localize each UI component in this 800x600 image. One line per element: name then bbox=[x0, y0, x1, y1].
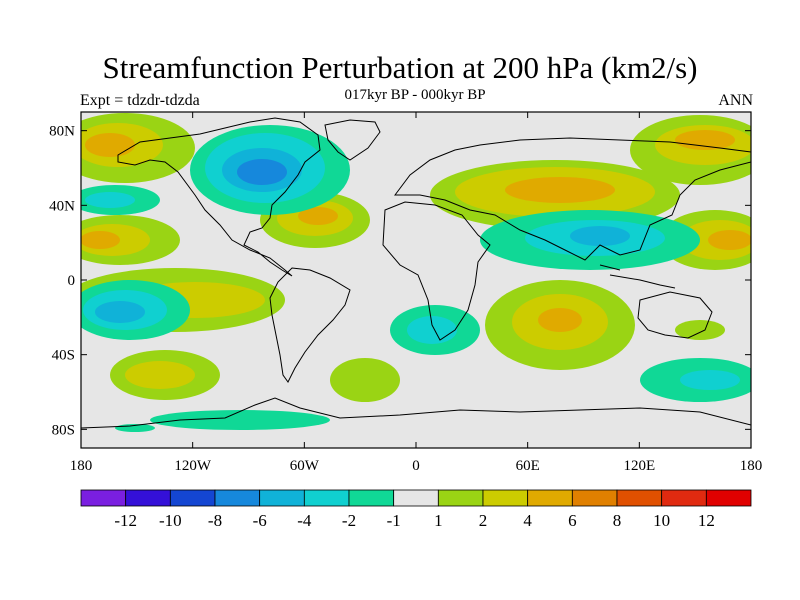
negative-anomaly-south-pacific bbox=[81, 280, 190, 340]
lat-tick-label: 40N bbox=[49, 198, 75, 214]
colorbar-label: 12 bbox=[698, 511, 715, 530]
lat-tick-label: 40S bbox=[52, 348, 75, 364]
lon-tick-label: 180 bbox=[740, 458, 763, 474]
plot-subtitle: 017kyr BP - 000kyr BP bbox=[344, 87, 486, 103]
colorbar-label: -12 bbox=[114, 511, 137, 530]
colorbar-swatch bbox=[303, 489, 350, 507]
negative-anomaly-southern-ocean bbox=[115, 358, 751, 432]
colorbar-label: -10 bbox=[159, 511, 182, 530]
positive-anomaly-arctic-atlantic bbox=[81, 113, 195, 183]
lat-tick-label: 80N bbox=[49, 124, 75, 140]
colorbar-swatch bbox=[169, 489, 216, 507]
colorbar-label: 6 bbox=[568, 511, 577, 530]
colorbar-swatch bbox=[214, 489, 261, 507]
lat-tick-label: 80S bbox=[52, 422, 75, 438]
colorbar-label: 8 bbox=[613, 511, 622, 530]
experiment-label: Expt = tdzdr-tdzda bbox=[80, 92, 200, 109]
coastline-south-america bbox=[269, 267, 351, 383]
lon-tick-label: 120W bbox=[174, 458, 212, 474]
colorbar-label: -6 bbox=[253, 511, 267, 530]
colorbar-swatch bbox=[482, 489, 529, 507]
colorbar-label: 10 bbox=[653, 511, 670, 530]
lon-tick-label: 120E bbox=[623, 458, 655, 474]
colorbar-swatch bbox=[616, 489, 663, 507]
colorbar: -12 -10 -8 -6 -4 -2 -1 1 2 4 6 8 10 12 bbox=[80, 489, 752, 530]
positive-anomaly-north-pacific bbox=[630, 115, 751, 185]
lon-tick-label: 0 bbox=[412, 458, 420, 474]
colorbar-swatch bbox=[437, 489, 484, 507]
colorbar-label: -1 bbox=[387, 511, 401, 530]
plot-title: Streamfunction Perturbation at 200 hPa (… bbox=[102, 50, 698, 85]
positive-anomaly-east-pacific bbox=[81, 215, 180, 265]
coastline-eurasia bbox=[394, 137, 751, 261]
colorbar-swatch bbox=[125, 489, 171, 507]
lon-tick-label: 60E bbox=[516, 458, 540, 474]
colorbar-swatch bbox=[348, 489, 395, 507]
negative-anomaly-north-america bbox=[190, 125, 350, 215]
coastlines bbox=[81, 117, 751, 429]
positive-anomaly-south-indian-ocean bbox=[485, 280, 635, 370]
colorbar-swatch bbox=[527, 489, 573, 507]
colorbar-label: 4 bbox=[523, 511, 532, 530]
colorbar-label: 2 bbox=[479, 511, 488, 530]
season-label: ANN bbox=[718, 92, 753, 109]
colorbar-swatch bbox=[571, 489, 618, 507]
lon-tick-label: 60W bbox=[290, 458, 320, 474]
coastline-antarctica bbox=[81, 397, 751, 429]
lat-tick-label: 0 bbox=[68, 273, 76, 289]
coastline-north-america bbox=[117, 117, 321, 277]
lon-tick-label: 180 bbox=[70, 458, 93, 474]
axis-ticks: 80N 40N 0 40S 80S 180 120W 60W 0 60E 120E 180 bbox=[49, 112, 762, 474]
negative-anomaly-north-pacific bbox=[81, 185, 160, 215]
colorbar-swatch bbox=[80, 489, 127, 507]
coastline-africa bbox=[382, 201, 491, 341]
colorbar-label: 1 bbox=[434, 511, 443, 530]
coastline-greenland bbox=[324, 119, 381, 161]
colorbar-swatch bbox=[661, 489, 707, 507]
negative-anomaly-asia bbox=[480, 210, 700, 270]
colorbar-swatch bbox=[705, 489, 752, 507]
positive-anomaly-southern-ocean bbox=[110, 320, 725, 402]
colorbar-swatch bbox=[393, 489, 439, 507]
colorbar-label: -2 bbox=[342, 511, 356, 530]
coastline-maritime-continent bbox=[599, 264, 676, 289]
colorbar-swatch bbox=[259, 489, 305, 507]
streamfunction-field bbox=[81, 113, 751, 432]
colorbar-label: -4 bbox=[297, 511, 312, 530]
colorbar-label: -8 bbox=[208, 511, 222, 530]
coastline-australia bbox=[637, 291, 713, 339]
